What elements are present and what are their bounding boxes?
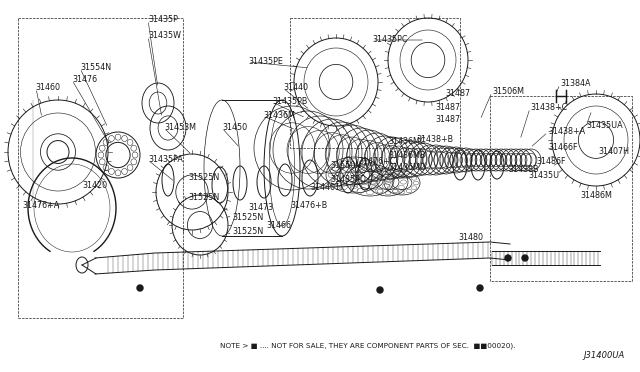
Text: 31487: 31487	[435, 115, 460, 125]
Circle shape	[505, 255, 511, 261]
Text: 31384A: 31384A	[560, 80, 591, 89]
Text: 31480: 31480	[458, 234, 483, 243]
Bar	[490, 96, 632, 281]
Text: 31435U: 31435U	[528, 171, 559, 180]
Text: 31435W: 31435W	[148, 32, 181, 41]
Text: 31476+B: 31476+B	[290, 202, 327, 211]
Text: 31487: 31487	[435, 103, 460, 112]
Text: 31420: 31420	[82, 180, 107, 189]
Text: 31435PC: 31435PC	[372, 35, 408, 45]
Text: 31466F: 31466F	[548, 144, 577, 153]
Circle shape	[522, 255, 528, 261]
Text: 31476: 31476	[72, 76, 97, 84]
Text: 31440: 31440	[283, 83, 308, 93]
Text: 31460: 31460	[35, 83, 60, 93]
Text: 31435PB: 31435PB	[272, 97, 307, 106]
Text: 31436MB: 31436MB	[388, 151, 426, 160]
Text: 31476+C: 31476+C	[358, 157, 396, 167]
Text: 31435P: 31435P	[148, 16, 178, 25]
Text: 31435PD: 31435PD	[330, 176, 366, 185]
Text: 31435PA: 31435PA	[148, 155, 183, 164]
Text: 31525N: 31525N	[188, 173, 220, 183]
Circle shape	[477, 285, 483, 291]
Text: 314401I: 314401I	[310, 183, 342, 192]
Text: 31476+A: 31476+A	[22, 201, 60, 209]
Text: 31554N: 31554N	[80, 64, 111, 73]
Text: 31436M: 31436M	[263, 112, 295, 121]
Text: 31525N: 31525N	[232, 228, 263, 237]
Text: 31438+C: 31438+C	[530, 103, 567, 112]
Text: 31466: 31466	[266, 221, 291, 231]
Text: 31525N: 31525N	[232, 214, 263, 222]
Text: 31486F: 31486F	[536, 157, 566, 167]
Text: 31506M: 31506M	[492, 87, 524, 96]
Text: 31453M: 31453M	[164, 124, 196, 132]
Bar	[18, 18, 183, 318]
Text: 31438+A: 31438+A	[548, 128, 585, 137]
Text: 31525N: 31525N	[188, 193, 220, 202]
Text: 31550N: 31550N	[330, 160, 361, 170]
Circle shape	[137, 285, 143, 291]
Circle shape	[377, 287, 383, 293]
Text: J31400UA: J31400UA	[584, 350, 625, 359]
Text: 31436MD: 31436MD	[388, 164, 426, 173]
Text: 31438+B: 31438+B	[416, 135, 453, 144]
Bar	[290, 18, 460, 148]
Text: 31486M: 31486M	[580, 192, 612, 201]
Text: 31435PE: 31435PE	[248, 58, 283, 67]
Text: 31436MC: 31436MC	[388, 138, 426, 147]
Text: 31473: 31473	[248, 203, 273, 212]
Text: NOTE > ■ .... NOT FOR SALE, THEY ARE COMPONENT PARTS OF SEC.  ■■00020).: NOTE > ■ .... NOT FOR SALE, THEY ARE COM…	[220, 343, 515, 349]
Text: 31487: 31487	[445, 90, 470, 99]
Text: 31407H: 31407H	[598, 148, 629, 157]
Text: 31435UA: 31435UA	[586, 122, 623, 131]
Text: 31438B: 31438B	[508, 166, 538, 174]
Text: 31450: 31450	[222, 124, 247, 132]
